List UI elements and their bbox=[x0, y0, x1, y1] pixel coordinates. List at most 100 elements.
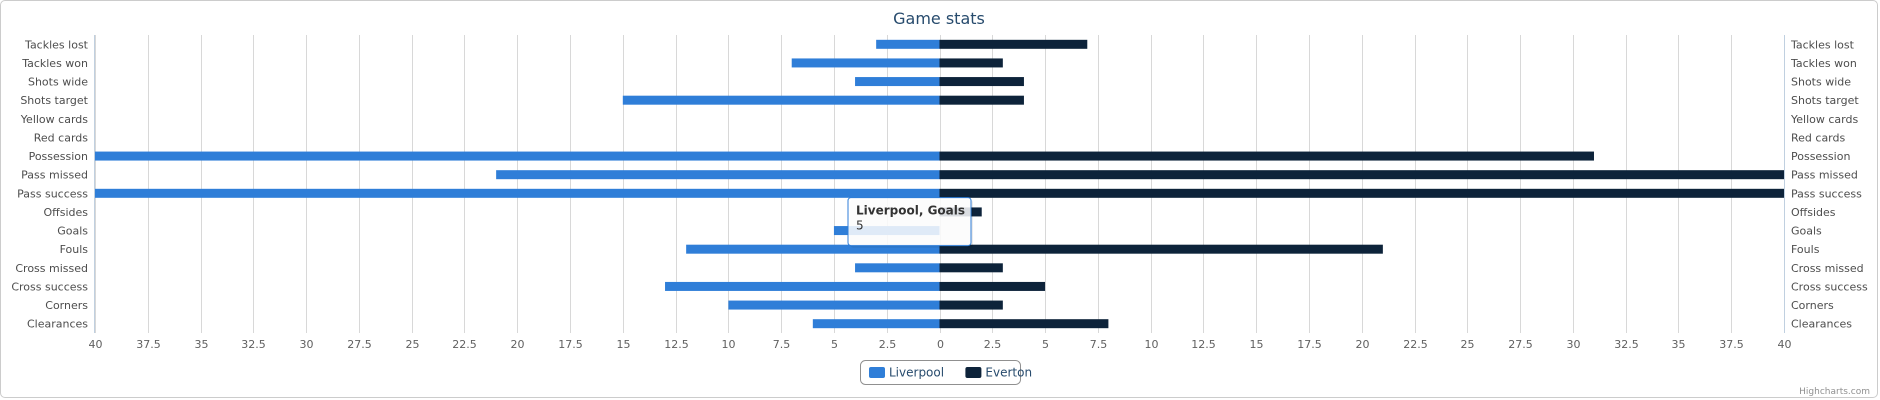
bar-liverpool bbox=[876, 39, 940, 49]
bar-liverpool bbox=[855, 77, 940, 87]
chart-title: Game stats bbox=[893, 9, 985, 28]
category-label-right: Offsides bbox=[1791, 206, 1836, 219]
x-tick-label: 35 bbox=[1672, 338, 1686, 351]
bar-liverpool bbox=[812, 319, 940, 329]
x-tick-labels: 40 37.5 35 32.5 30 27.5 25 22.5 20 17.5 15 12.5 10 7.… bbox=[89, 338, 1792, 351]
bar-liverpool bbox=[496, 170, 940, 180]
category-label-right: Red cards bbox=[1791, 131, 1845, 144]
bar-everton bbox=[939, 170, 1784, 180]
bar-everton bbox=[939, 263, 1003, 273]
legend: Liverpool Everton bbox=[860, 360, 1032, 385]
x-tick-label: 15 bbox=[1250, 338, 1264, 351]
x-tick-label: 10 bbox=[1145, 338, 1159, 351]
category-label-right: Clearances bbox=[1791, 318, 1852, 331]
x-tick-label: 22.5 bbox=[452, 338, 477, 351]
legend-item-everton[interactable]: Everton bbox=[965, 366, 1032, 380]
category-label-right: Shots target bbox=[1791, 94, 1859, 107]
bar-liverpool bbox=[665, 281, 940, 291]
bar-everton bbox=[939, 188, 1784, 198]
legend-swatch bbox=[965, 367, 982, 378]
x-tick-label: 17.5 bbox=[558, 338, 583, 351]
x-tick-label: 5 bbox=[831, 338, 838, 351]
bar-everton bbox=[939, 319, 1109, 329]
x-tick-label: 12.5 bbox=[664, 338, 689, 351]
x-tick-label: 20 bbox=[511, 338, 525, 351]
bar-liverpool bbox=[95, 188, 940, 198]
category-label-right: Goals bbox=[1791, 225, 1822, 238]
x-tick-label: 25 bbox=[1461, 338, 1475, 351]
x-tick-label: 7.5 bbox=[1090, 338, 1108, 351]
category-label-right: Yellow cards bbox=[1790, 113, 1858, 126]
bar-everton bbox=[939, 281, 1046, 291]
x-tick-label: 20 bbox=[1356, 338, 1370, 351]
x-tick-label: 32.5 bbox=[1614, 338, 1639, 351]
category-label-left: Pass missed bbox=[21, 169, 88, 182]
category-label-left: Shots target bbox=[20, 94, 88, 107]
category-label-right: Possession bbox=[1791, 150, 1850, 163]
legend-box bbox=[860, 360, 1021, 385]
category-label-right: Tackles won bbox=[1790, 57, 1857, 70]
bar-everton bbox=[939, 77, 1024, 87]
x-tick-label: 30 bbox=[300, 338, 314, 351]
x-tick-label: 2.5 bbox=[984, 338, 1002, 351]
category-label-right: Pass success bbox=[1791, 187, 1862, 200]
category-label-right: Fouls bbox=[1791, 243, 1820, 256]
category-label-left: Possession bbox=[29, 150, 88, 163]
bar-everton bbox=[939, 244, 1383, 254]
category-label-left: Corners bbox=[45, 299, 88, 312]
category-label-left: Red cards bbox=[34, 131, 88, 144]
category-label-left: Pass success bbox=[17, 187, 88, 200]
category-label-left: Yellow cards bbox=[20, 113, 88, 126]
x-tick-label: 12.5 bbox=[1191, 338, 1216, 351]
category-label-left: Clearances bbox=[27, 318, 88, 331]
legend-label: Liverpool bbox=[889, 366, 944, 380]
bar-everton bbox=[939, 58, 1003, 68]
x-tick-label: 40 bbox=[1778, 338, 1792, 351]
category-label-left: Goals bbox=[57, 225, 88, 238]
category-label-left: Tackles won bbox=[21, 57, 88, 70]
x-tick-label: 5 bbox=[1042, 338, 1049, 351]
x-tick-label: 37.5 bbox=[136, 338, 161, 351]
legend-item-liverpool[interactable]: Liverpool bbox=[869, 366, 944, 380]
bar-liverpool bbox=[95, 151, 940, 161]
bar-everton bbox=[939, 300, 1003, 310]
bar-everton bbox=[939, 151, 1594, 161]
tooltip-title: Liverpool, Goals bbox=[856, 204, 965, 218]
credits-link[interactable]: Highcharts.com bbox=[1799, 387, 1870, 397]
x-tick-label: 10 bbox=[722, 338, 736, 351]
x-tick-label: 7.5 bbox=[773, 338, 791, 351]
x-tick-label: 30 bbox=[1567, 338, 1581, 351]
x-tick-label: 37.5 bbox=[1719, 338, 1744, 351]
category-label-left: Shots wide bbox=[28, 76, 88, 89]
category-label-left: Fouls bbox=[60, 243, 89, 256]
category-label-left: Tackles lost bbox=[24, 38, 89, 51]
bar-liverpool bbox=[728, 300, 940, 310]
axes bbox=[94, 35, 1785, 333]
bar-liverpool bbox=[622, 95, 940, 105]
tooltip-box bbox=[847, 197, 972, 247]
x-tick-label: 17.5 bbox=[1297, 338, 1322, 351]
x-tick-label: 0 bbox=[937, 338, 944, 351]
bar-liverpool bbox=[686, 244, 940, 254]
tooltip-value: 5 bbox=[856, 219, 864, 233]
category-labels: Tackles lost Tackles lost Tackles won Tackl… bbox=[11, 38, 1868, 330]
x-tick-label: 32.5 bbox=[241, 338, 266, 351]
category-label-right: Cross missed bbox=[1791, 262, 1864, 275]
x-tick-label: 15 bbox=[617, 338, 631, 351]
category-label-left: Cross missed bbox=[15, 262, 88, 275]
bars bbox=[95, 39, 1784, 329]
category-label-right: Cross success bbox=[1791, 280, 1868, 293]
category-label-left: Cross success bbox=[11, 280, 88, 293]
legend-swatch bbox=[869, 367, 885, 378]
category-label-right: Shots wide bbox=[1791, 76, 1851, 89]
bar-everton bbox=[939, 95, 1024, 105]
x-tick-label: 25 bbox=[406, 338, 420, 351]
x-tick-label: 22.5 bbox=[1403, 338, 1428, 351]
category-label-left: Offsides bbox=[43, 206, 88, 219]
bar-everton bbox=[939, 39, 1088, 49]
category-label-right: Tackles lost bbox=[1790, 38, 1855, 51]
x-tick-label: 27.5 bbox=[1508, 338, 1533, 351]
